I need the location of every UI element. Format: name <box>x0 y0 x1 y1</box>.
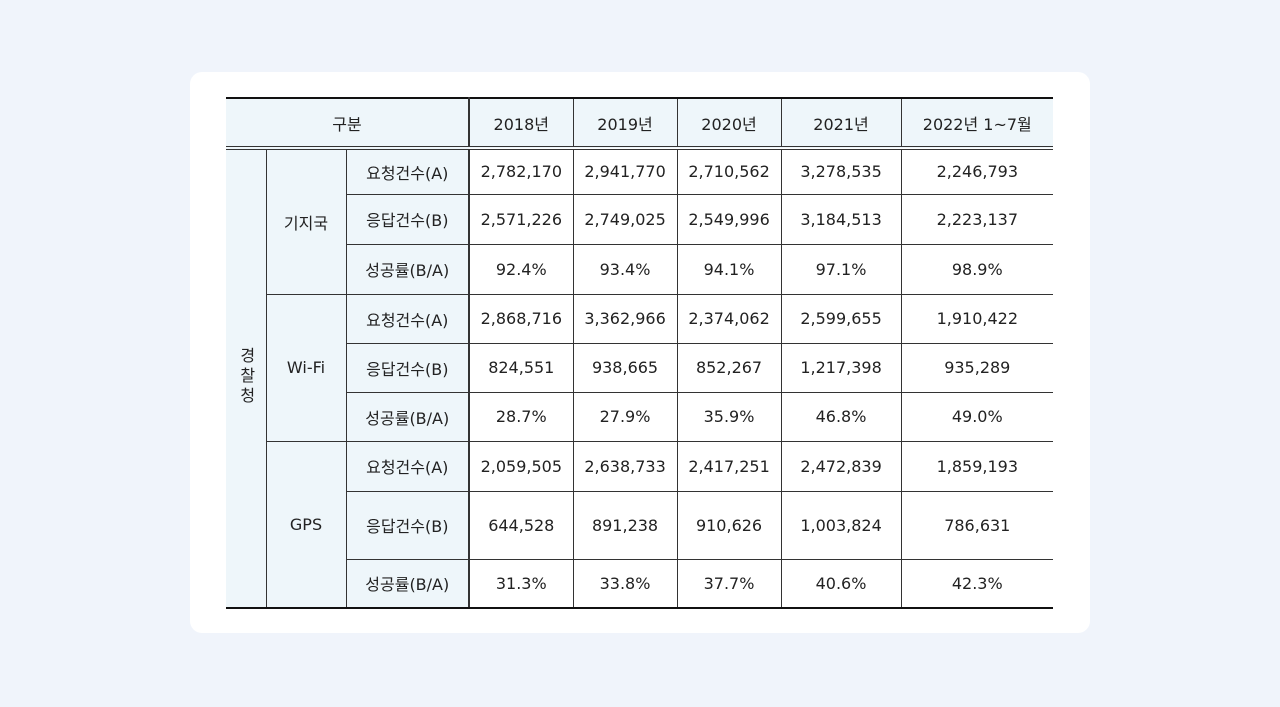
value-cell: 2,941,770 <box>572 147 678 195</box>
value-cell: 852,267 <box>676 342 782 393</box>
row-label: 요청건수(A) <box>345 293 471 344</box>
value-cell: 644,528 <box>468 490 574 560</box>
value-cell: 40.6% <box>780 558 902 609</box>
table-row: GPS 요청건수(A) 2,059,505 2,638,733 2,417,251 2,4… <box>226 440 1054 609</box>
row-label: 성공률(B/A) <box>345 558 471 609</box>
value-cell: 94.1% <box>676 243 782 295</box>
value-cell: 2,571,226 <box>468 193 574 245</box>
value-cell: 33.8% <box>572 558 678 609</box>
value-cell: 37.7% <box>676 558 782 609</box>
value-cell: 28.7% <box>468 391 574 442</box>
row-label: 요청건수(A) <box>345 440 471 492</box>
value-cell: 46.8% <box>780 391 902 442</box>
card: 구분 2018년 2019년 2020년 2021년 2022년 1~7월 경찰청 기지국 요청… <box>190 72 1090 633</box>
value-cell: 938,665 <box>572 342 678 393</box>
table-row: 경찰청 기지국 요청건수(A) 2,782,170 2,941,770 2,710,562… <box>226 147 1054 609</box>
header-cell: 2021년 <box>780 97 902 150</box>
value-cell: 2,599,655 <box>780 293 902 344</box>
value-cell: 31.3% <box>468 558 574 609</box>
value-cell: 935,289 <box>900 342 1054 393</box>
value-cell: 49.0% <box>900 391 1054 442</box>
group-cell: GPS <box>265 440 347 609</box>
value-cell: 3,362,966 <box>572 293 678 344</box>
value-cell: 2,749,025 <box>572 193 678 245</box>
header-cell: 2020년 <box>676 97 782 150</box>
value-cell: 2,246,793 <box>900 147 1054 195</box>
table-row: 구분 2018년 2019년 2020년 2021년 2022년 1~7월 <box>226 97 1054 150</box>
row-label: 응답건수(B) <box>345 342 471 393</box>
value-cell: 2,472,839 <box>780 440 902 492</box>
table-row: 응답건수(B) 644,528 891,238 910,626 1,003,824 786… <box>226 490 1054 560</box>
value-cell: 2,782,170 <box>468 147 574 195</box>
value-cell: 910,626 <box>676 490 782 560</box>
value-cell: 35.9% <box>676 391 782 442</box>
value-cell: 2,417,251 <box>676 440 782 492</box>
table-row: 성공률(B/A) 28.7% 27.9% 35.9% 46.8% 49.0% <box>226 391 1054 442</box>
header-cell: 2022년 1~7월 <box>900 97 1054 150</box>
value-cell: 891,238 <box>572 490 678 560</box>
value-cell: 27.9% <box>572 391 678 442</box>
value-cell: 2,223,137 <box>900 193 1054 245</box>
table-row: 응답건수(B) 2,571,226 2,749,025 2,549,996 3,184,… <box>226 193 1054 245</box>
value-cell: 786,631 <box>900 490 1054 560</box>
table-row: 성공률(B/A) 92.4% 93.4% 94.1% 97.1% 98.9% <box>226 243 1054 295</box>
value-cell: 824,551 <box>468 342 574 393</box>
row-label: 응답건수(B) <box>345 490 471 560</box>
table-row: 성공률(B/A) 31.3% 33.8% 37.7% 40.6% 42.3% <box>226 558 1054 609</box>
row-label: 성공률(B/A) <box>345 243 471 295</box>
value-cell: 92.4% <box>468 243 574 295</box>
table-row: 응답건수(B) 824,551 938,665 852,267 1,217,398 935… <box>226 342 1054 393</box>
header-cell: 2019년 <box>572 97 678 150</box>
value-cell: 42.3% <box>900 558 1054 609</box>
value-cell: 1,859,193 <box>900 440 1054 492</box>
row-label: 응답건수(B) <box>345 193 471 245</box>
value-cell: 2,549,996 <box>676 193 782 245</box>
header-cell: 2018년 <box>468 97 574 150</box>
value-cell: 2,059,505 <box>468 440 574 492</box>
value-cell: 98.9% <box>900 243 1054 295</box>
row-label: 성공률(B/A) <box>345 391 471 442</box>
value-cell: 93.4% <box>572 243 678 295</box>
agency-text: 경찰청 <box>236 346 256 407</box>
value-cell: 1,217,398 <box>780 342 902 393</box>
table-row: Wi-Fi 요청건수(A) 2,868,716 3,362,966 2,374,062 2… <box>226 293 1054 442</box>
value-cell: 2,638,733 <box>572 440 678 492</box>
group-cell: 기지국 <box>265 147 347 295</box>
value-cell: 2,868,716 <box>468 293 574 344</box>
value-cell: 3,278,535 <box>780 147 902 195</box>
value-cell: 97.1% <box>780 243 902 295</box>
value-cell: 1,003,824 <box>780 490 902 560</box>
agency-cell: 경찰청 <box>226 147 267 609</box>
group-cell: Wi-Fi <box>265 293 347 442</box>
header-cell: 구분 <box>226 97 471 150</box>
value-cell: 2,374,062 <box>676 293 782 344</box>
value-cell: 1,910,422 <box>900 293 1054 344</box>
value-cell: 2,710,562 <box>676 147 782 195</box>
row-label: 요청건수(A) <box>345 147 471 195</box>
value-cell: 3,184,513 <box>780 193 902 245</box>
data-table: 구분 2018년 2019년 2020년 2021년 2022년 1~7월 경찰청 기지국 요청… <box>226 97 1054 609</box>
